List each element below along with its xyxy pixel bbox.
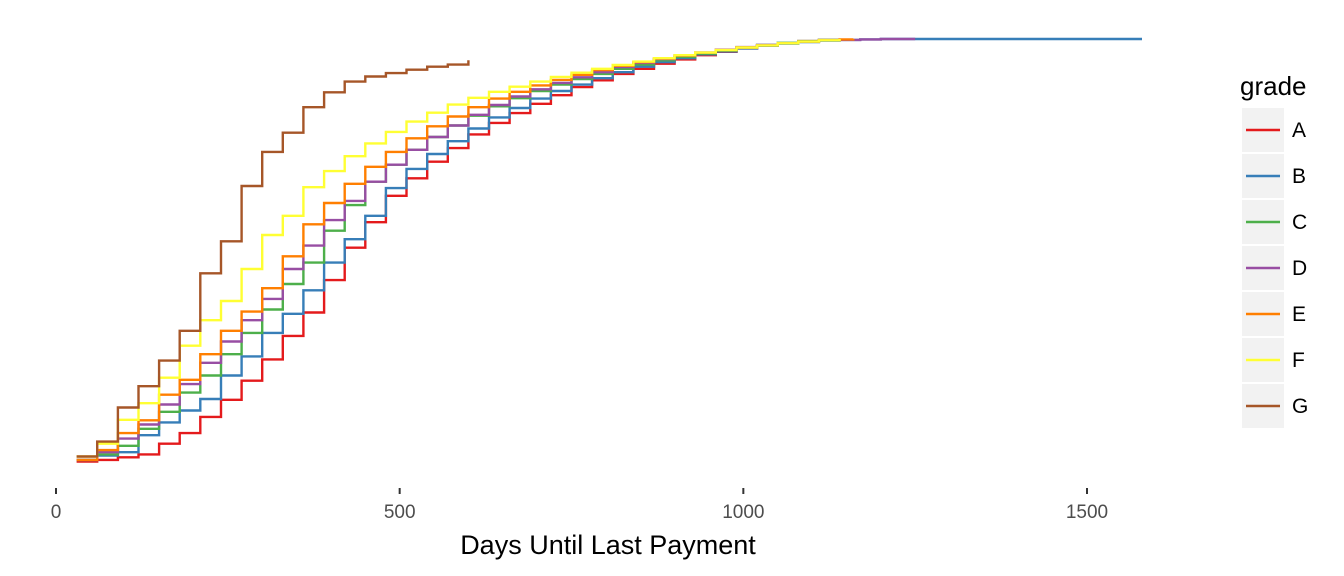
legend-label: B [1292, 165, 1306, 188]
legend-label: A [1292, 119, 1306, 142]
legend-item-b: B [1242, 154, 1306, 198]
x-tick-label: 0 [51, 502, 62, 523]
series-line-g [76, 60, 470, 458]
series-line-d [76, 37, 916, 462]
x-tick-label: 1500 [1066, 502, 1108, 523]
legend-item-d: D [1242, 246, 1307, 290]
legend-label: G [1292, 395, 1308, 418]
legend-item-g: G [1242, 384, 1308, 428]
legend-label: D [1292, 257, 1307, 280]
legend-label: E [1292, 303, 1306, 326]
x-axis-title: Days Until Last Payment [460, 530, 756, 560]
series-line-c [76, 38, 841, 462]
series-line-f [76, 39, 841, 458]
legend-title: grade [1240, 71, 1307, 101]
x-axis: 0 500 1000 1500 Days Until Last Payment [51, 488, 1108, 560]
series-line-e [76, 38, 855, 462]
legend-item-f: F [1242, 338, 1305, 382]
series-line-a [76, 38, 841, 463]
legend-item-a: A [1242, 108, 1306, 152]
legend-label: C [1292, 211, 1307, 234]
x-tick-label: 1000 [722, 502, 764, 523]
legend-item-e: E [1242, 292, 1306, 336]
legend-label: F [1292, 349, 1305, 372]
series-line-b [76, 37, 1142, 462]
x-tick-label: 500 [384, 502, 416, 523]
legend-item-c: C [1242, 200, 1307, 244]
series-layer [76, 37, 1142, 463]
